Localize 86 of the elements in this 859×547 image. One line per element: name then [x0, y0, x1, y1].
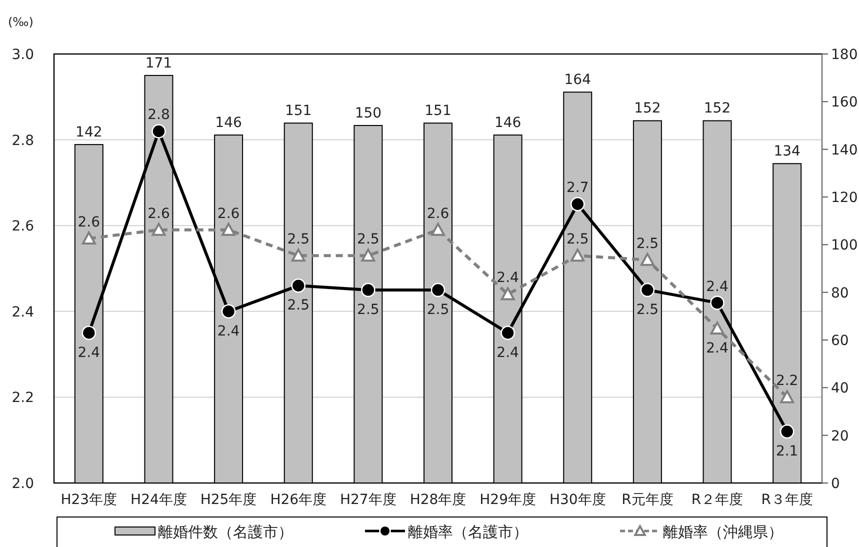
data-label: 2.6	[426, 206, 450, 222]
y-tick-label: 2.2	[12, 390, 34, 406]
point	[82, 326, 96, 340]
point	[640, 282, 655, 298]
data-label: 134	[774, 144, 801, 160]
y2-tick-label: 60	[831, 333, 849, 349]
y-axis-title: (‰)	[8, 15, 34, 29]
y-tick-label: 2.0	[12, 476, 34, 492]
point	[152, 222, 166, 236]
data-label: 2.4	[496, 344, 520, 361]
data-label: 152	[634, 100, 661, 117]
x-tick-label: H27年度	[340, 492, 396, 508]
point	[291, 248, 306, 262]
y-tick-label: 2.8	[12, 132, 34, 149]
legend-label: 離婚件数（名護市）	[158, 523, 293, 541]
data-label: 2.4	[496, 270, 520, 286]
y2-tick-label: 140	[831, 142, 858, 158]
point	[221, 304, 236, 319]
y2-tick-label: 40	[831, 380, 849, 397]
data-label: 2.5	[357, 232, 380, 248]
data-label: 2.4	[78, 344, 100, 361]
data-label: 2.5	[357, 302, 380, 318]
data-label: 2.4	[706, 340, 728, 357]
x-tick-label: H25年度	[200, 492, 257, 508]
x-tick-label: H29年度	[480, 492, 536, 508]
point	[500, 326, 515, 340]
x-tick-label: H28年度	[410, 492, 466, 508]
point	[570, 248, 585, 262]
data-label: 151	[424, 103, 452, 120]
data-label: 2.7	[566, 180, 589, 196]
data-label: 2.8	[148, 107, 170, 124]
data-label: 171	[145, 55, 172, 72]
data-label: 2.5	[636, 302, 659, 318]
x-tick-label: H30年度	[549, 492, 606, 508]
legend-label: 離婚率（沖縄県）	[663, 523, 783, 541]
y-tick-label: 2.6	[12, 218, 34, 235]
data-label: 2.5	[636, 236, 659, 252]
y2-tick-label: 20	[831, 428, 849, 444]
x-tick-label: R元年度	[622, 492, 674, 508]
y-tick-label: 2.4	[12, 304, 34, 320]
point	[152, 124, 166, 138]
point	[780, 424, 794, 439]
y2-tick-label: 120	[831, 190, 858, 206]
data-label: 2.5	[566, 232, 589, 248]
data-label: 2.4	[217, 323, 240, 340]
data-label: 2.5	[287, 232, 310, 248]
y2-tick-label: 80	[831, 285, 849, 302]
data-label: 2.2	[776, 373, 798, 390]
data-label: 2.6	[148, 206, 170, 222]
point	[291, 278, 306, 293]
legend-label: 離婚率（名護市）	[408, 523, 528, 541]
data-label: 146	[494, 115, 522, 132]
data-label: 2.6	[217, 206, 240, 222]
y2-tick-label: 0	[831, 476, 840, 492]
point	[430, 282, 446, 298]
data-label: 164	[564, 72, 592, 88]
x-tick-label: R２年度	[691, 492, 744, 508]
data-label: 151	[284, 103, 312, 120]
point	[570, 197, 585, 212]
point	[361, 282, 376, 298]
data-label: 150	[354, 106, 382, 122]
x-tick-label: H24年度	[130, 492, 187, 508]
point	[222, 222, 236, 236]
data-label: 2.6	[78, 214, 100, 230]
data-label: 142	[76, 124, 102, 141]
data-label: 146	[215, 115, 242, 132]
y2-tick-label: 100	[831, 238, 858, 254]
y2-tick-label: 160	[831, 94, 858, 111]
x-tick-label: H23年度	[60, 492, 118, 508]
data-label: 2.5	[426, 302, 450, 318]
point	[710, 296, 724, 310]
data-label: 2.1	[776, 444, 798, 460]
x-tick-label: R３年度	[761, 492, 813, 508]
point	[780, 390, 794, 404]
data-label: 2.4	[706, 278, 728, 295]
point	[710, 322, 724, 335]
y-tick-label: 3.0	[12, 47, 34, 63]
y2-tick-label: 180	[831, 47, 858, 63]
point	[500, 287, 515, 300]
point	[361, 248, 376, 262]
x-tick-label: H26年度	[270, 492, 327, 508]
data-label: 152	[704, 100, 731, 117]
point	[82, 231, 96, 244]
data-label: 2.5	[287, 298, 310, 314]
point	[640, 252, 654, 266]
point	[431, 222, 445, 236]
